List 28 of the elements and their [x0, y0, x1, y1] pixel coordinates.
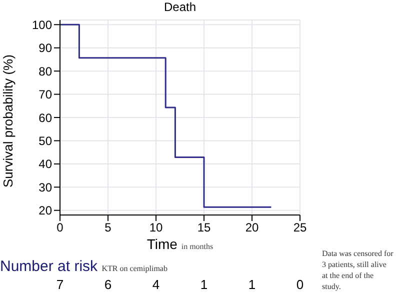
- text: 1: [199, 277, 209, 292]
- y-tick-label: 90: [38, 41, 52, 56]
- y-axis-title: Survival probability (%): [0, 54, 16, 188]
- y-tick-label: 40: [38, 157, 52, 172]
- text: in months: [181, 242, 214, 251]
- text: 7: [55, 277, 65, 292]
- text: 0: [295, 277, 305, 292]
- y-tick-label: 50: [38, 134, 52, 148]
- y-tick-label: 80: [38, 64, 52, 78]
- x-axis-title: Time: [146, 236, 178, 252]
- text: 4: [151, 277, 161, 292]
- y-tick-label: 70: [38, 88, 52, 102]
- y-tick-label: 60: [38, 110, 52, 125]
- y-tick-label: 100: [32, 18, 52, 32]
- y-tick-label: 20: [38, 204, 52, 218]
- text: 6: [103, 277, 113, 292]
- x-tick-label: 20: [245, 220, 259, 235]
- x-tick-label: 15: [197, 220, 211, 235]
- x-tick-label: 5: [104, 220, 112, 235]
- text: 1: [247, 277, 257, 292]
- text: Number at risk: [0, 258, 98, 275]
- chart-title: Death: [162, 0, 198, 14]
- x-tick-label: 10: [149, 220, 163, 235]
- y-tick-label: 30: [38, 180, 52, 194]
- x-tick-label: 0: [56, 220, 64, 235]
- x-tick-label: 25: [293, 220, 307, 235]
- text: KTR on cemiplimab: [102, 264, 168, 273]
- text: Data was censored for 3 patients, still alive at the end of the study.: [322, 248, 394, 292]
